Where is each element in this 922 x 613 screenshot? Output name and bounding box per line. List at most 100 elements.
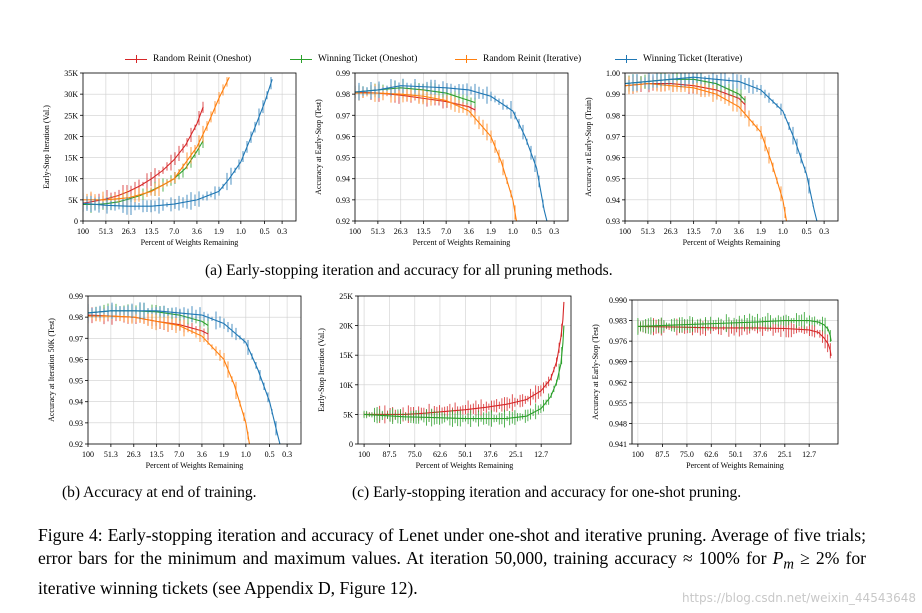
series-random-reinit-iterative xyxy=(355,84,517,221)
x-tick-label: 0.5 xyxy=(802,227,812,236)
x-axis-label: Percent of Weights Remaining xyxy=(686,461,784,470)
legend-item: Winning Ticket (Iterative) xyxy=(615,54,742,64)
series-line xyxy=(625,83,787,221)
x-tick-label: 0.3 xyxy=(549,227,559,236)
x-tick-label: 7.0 xyxy=(441,227,451,236)
x-tick-label: 0.5 xyxy=(265,450,275,459)
legend-swatch xyxy=(615,55,637,63)
x-tick-label: 25.1 xyxy=(509,450,523,459)
x-tick-label: 1.9 xyxy=(756,227,766,236)
legend-label: Random Reinit (Iterative) xyxy=(483,54,582,64)
x-tick-label: 50.1 xyxy=(729,450,743,459)
caption-text-3: for iterative winning tickets (see Appen… xyxy=(38,548,867,598)
y-tick-label: 0.93 xyxy=(336,196,350,205)
chart-legend: Random Reinit (Oneshot) Winning Ticket (O… xyxy=(125,54,775,70)
y-tick-label: 0.97 xyxy=(69,334,83,343)
y-tick-label: 0.93 xyxy=(69,419,83,428)
y-tick-label: 0.98 xyxy=(336,90,350,99)
y-tick-label: 20K xyxy=(64,132,78,141)
chart-panel-c2: 0.941 0.948 0.955 0.962 0.969 0.976 0.983 0.990… xyxy=(591,296,839,470)
x-tick-label: 37.6 xyxy=(484,450,498,459)
y-tick-label: 0 xyxy=(349,440,353,449)
y-tick-label: 0.96 xyxy=(69,355,83,364)
y-tick-label: 0.96 xyxy=(336,132,350,141)
y-axis-label: Early-Stop Iteration (Val.) xyxy=(317,328,326,412)
x-tick-label: 26.3 xyxy=(127,450,141,459)
x-tick-label: 37.6 xyxy=(753,450,767,459)
y-tick-label: 15K xyxy=(64,154,78,163)
axes-frame xyxy=(631,299,839,445)
y-tick-label: 0 xyxy=(74,217,78,226)
x-axis-label: Percent of Weights Remaining xyxy=(141,238,239,247)
x-tick-label: 51.3 xyxy=(104,450,118,459)
x-tick-label: 12.7 xyxy=(802,450,816,459)
y-tick-label: 5K xyxy=(68,196,78,205)
y-tick-label: 15K xyxy=(339,351,353,360)
legend-item: Random Reinit (Oneshot) xyxy=(125,54,251,64)
y-tick-label: 0.99 xyxy=(69,292,83,301)
series-line xyxy=(355,85,548,221)
axes-frame xyxy=(354,72,569,222)
x-tick-label: 0.3 xyxy=(819,227,829,236)
series-line xyxy=(355,92,517,221)
y-tick-label: 0.97 xyxy=(606,132,620,141)
legend-label: Random Reinit (Oneshot) xyxy=(153,54,252,64)
x-tick-label: 3.6 xyxy=(192,227,202,236)
y-tick-label: 0.94 xyxy=(336,175,350,184)
x-tick-label: 75.0 xyxy=(408,450,422,459)
x-tick-label: 3.6 xyxy=(197,450,207,459)
x-tick-label: 26.3 xyxy=(394,227,408,236)
y-axis-label: Accuracy at Early-Stop (Test) xyxy=(314,99,323,195)
y-tick-label: 10K xyxy=(339,381,353,390)
x-tick-label: 87.5 xyxy=(382,450,396,459)
y-tick-label: 0.95 xyxy=(69,377,83,386)
x-tick-label: 26.3 xyxy=(664,227,678,236)
caption-math-geq: ≥ 2% xyxy=(800,548,840,568)
series-line xyxy=(88,315,250,444)
y-tick-label: 0.92 xyxy=(336,217,350,226)
legend-swatch xyxy=(125,55,147,63)
y-tick-label: 0.95 xyxy=(336,154,350,163)
series-line xyxy=(88,310,281,444)
x-tick-label: 0.5 xyxy=(260,227,270,236)
y-tick-label: 0.955 xyxy=(609,399,627,408)
series-winning-ticket-oneshot xyxy=(637,312,832,343)
series-line xyxy=(364,325,565,420)
legend-swatch xyxy=(290,55,312,63)
x-axis-label: Percent of Weights Remaining xyxy=(683,238,781,247)
x-tick-label: 12.7 xyxy=(534,450,548,459)
x-tick-label: 75.0 xyxy=(680,450,694,459)
axes-frame xyxy=(87,295,302,445)
y-tick-label: 0.93 xyxy=(606,217,620,226)
x-tick-label: 1.0 xyxy=(236,227,246,236)
y-tick-label: 0.94 xyxy=(606,196,620,205)
caption-math-approx: ≈ 100% xyxy=(682,548,740,568)
x-tick-label: 87.5 xyxy=(655,450,669,459)
y-tick-label: 0.948 xyxy=(609,419,627,428)
y-tick-label: 0.969 xyxy=(609,358,627,367)
legend-swatch xyxy=(455,55,477,63)
x-tick-label: 13.5 xyxy=(417,227,431,236)
x-tick-label: 0.3 xyxy=(277,227,287,236)
y-tick-label: 25K xyxy=(64,111,78,120)
x-tick-label: 7.0 xyxy=(711,227,721,236)
chart-panel-a1: 0 5K 10K 15K 20K 25K 30K 35K 100 51.3 26.3 13.5 7.0 3… xyxy=(42,69,297,247)
subcaption-a: (a) Early-stopping iteration and accurac… xyxy=(205,262,613,279)
x-tick-label: 1.9 xyxy=(219,450,229,459)
x-axis-label: Percent of Weights Remaining xyxy=(416,461,514,470)
y-tick-label: 1.00 xyxy=(606,69,620,78)
y-tick-label: 30K xyxy=(64,90,78,99)
y-tick-label: 0.990 xyxy=(609,296,627,305)
x-tick-label: 1.9 xyxy=(214,227,224,236)
y-tick-label: 0.97 xyxy=(336,111,350,120)
y-tick-label: 0.99 xyxy=(336,69,350,78)
chart-panel-c1: 0 5K 10K 15K 20K 25K 100 87.5 75.0 62.6 50.1 37.6 25… xyxy=(317,292,572,470)
caption-text: Early-stopping iteration and accuracy of… xyxy=(38,525,866,568)
chart-panel-b1: 0.92 0.93 0.94 0.95 0.96 0.97 0.98 0.99 100 51.3 2… xyxy=(47,292,302,470)
y-tick-label: 0.983 xyxy=(609,317,627,326)
x-tick-label: 100 xyxy=(619,227,631,236)
y-tick-label: 0.98 xyxy=(606,111,620,120)
y-tick-label: 5K xyxy=(343,410,353,419)
x-tick-label: 0.5 xyxy=(532,227,542,236)
series-winning-ticket-oneshot xyxy=(363,325,565,428)
